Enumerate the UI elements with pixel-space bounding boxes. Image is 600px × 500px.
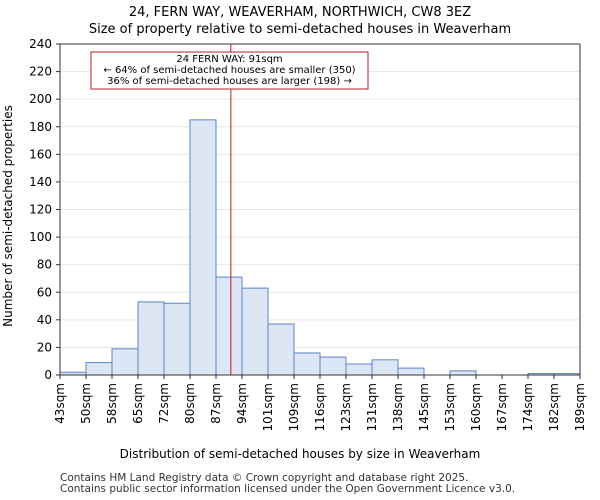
x-tick-label: 87sqm bbox=[209, 383, 223, 424]
x-tick-label: 138sqm bbox=[391, 383, 405, 431]
x-tick-label: 101sqm bbox=[261, 383, 275, 431]
x-tick-label: 116sqm bbox=[313, 383, 327, 431]
x-tick-label: 58sqm bbox=[105, 383, 119, 424]
y-axis-ticks: 0 20 40 60 80 100 120 140 160 180 200 220 240 bbox=[29, 37, 60, 382]
x-tick-label: 72sqm bbox=[157, 383, 171, 424]
footer-line-2: Contains public sector information licen… bbox=[60, 483, 516, 495]
bar bbox=[189, 119, 217, 376]
bar bbox=[241, 287, 269, 376]
y-tick-label: 240 bbox=[29, 37, 52, 51]
y-tick-label: 0 bbox=[44, 368, 52, 382]
annotation-line-3: 36% of semi-detached houses are larger (… bbox=[107, 76, 352, 87]
bar bbox=[137, 301, 165, 376]
bar bbox=[85, 362, 113, 376]
y-tick-label: 160 bbox=[29, 147, 52, 161]
y-tick-label: 40 bbox=[37, 313, 52, 327]
x-tick-label: 80sqm bbox=[183, 383, 197, 424]
footer-line-1: Contains HM Land Registry data © Crown c… bbox=[60, 472, 469, 484]
y-axis-label: Number of semi-detached properties bbox=[1, 105, 15, 327]
bar bbox=[319, 356, 347, 376]
y-tick-label: 20 bbox=[37, 340, 52, 354]
bar bbox=[267, 323, 295, 376]
chart-subtitle: Size of property relative to semi-detach… bbox=[89, 22, 511, 37]
bar bbox=[111, 348, 139, 376]
bar bbox=[397, 367, 425, 376]
chart-title: 24, FERN WAY, WEAVERHAM, NORTHWICH, CW8 … bbox=[129, 5, 471, 20]
bars bbox=[59, 119, 581, 376]
x-tick-label: 50sqm bbox=[79, 383, 93, 424]
x-axis-ticks: 43sqm 50sqm 58sqm 65sqm 72sqm 80sqm 87sqm 94sqm… bbox=[53, 375, 587, 431]
x-tick-label: 123sqm bbox=[339, 383, 353, 431]
y-tick-label: 100 bbox=[29, 230, 52, 244]
y-tick-label: 80 bbox=[37, 258, 52, 272]
y-tick-label: 220 bbox=[29, 65, 52, 79]
x-tick-label: 131sqm bbox=[365, 383, 379, 431]
x-axis-label: Distribution of semi-detached houses by … bbox=[120, 447, 481, 461]
x-tick-label: 167sqm bbox=[495, 383, 509, 431]
annotation-line-1: 24 FERN WAY: 91sqm bbox=[176, 54, 282, 65]
x-tick-label: 43sqm bbox=[53, 383, 67, 424]
bar bbox=[449, 370, 477, 376]
y-tick-label: 60 bbox=[37, 285, 52, 299]
y-tick-label: 120 bbox=[29, 203, 52, 217]
y-tick-label: 180 bbox=[29, 120, 52, 134]
bar bbox=[163, 302, 191, 376]
bar bbox=[345, 363, 373, 376]
annotation-box: 24 FERN WAY: 91sqm ← 64% of semi-detache… bbox=[90, 51, 369, 90]
x-tick-label: 174sqm bbox=[521, 383, 535, 431]
x-tick-label: 153sqm bbox=[443, 383, 457, 431]
bar bbox=[371, 359, 399, 376]
x-tick-label: 160sqm bbox=[469, 383, 483, 431]
bar bbox=[293, 352, 321, 376]
x-tick-label: 182sqm bbox=[547, 383, 561, 431]
x-tick-label: 94sqm bbox=[235, 383, 249, 424]
x-tick-label: 65sqm bbox=[131, 383, 145, 424]
bar bbox=[215, 276, 243, 376]
y-tick-label: 140 bbox=[29, 175, 52, 189]
y-tick-label: 200 bbox=[29, 92, 52, 106]
annotation-line-2: ← 64% of semi-detached houses are smalle… bbox=[103, 65, 355, 76]
x-tick-label: 189sqm bbox=[573, 383, 587, 431]
x-tick-label: 145sqm bbox=[417, 383, 431, 431]
x-tick-label: 109sqm bbox=[287, 383, 301, 431]
